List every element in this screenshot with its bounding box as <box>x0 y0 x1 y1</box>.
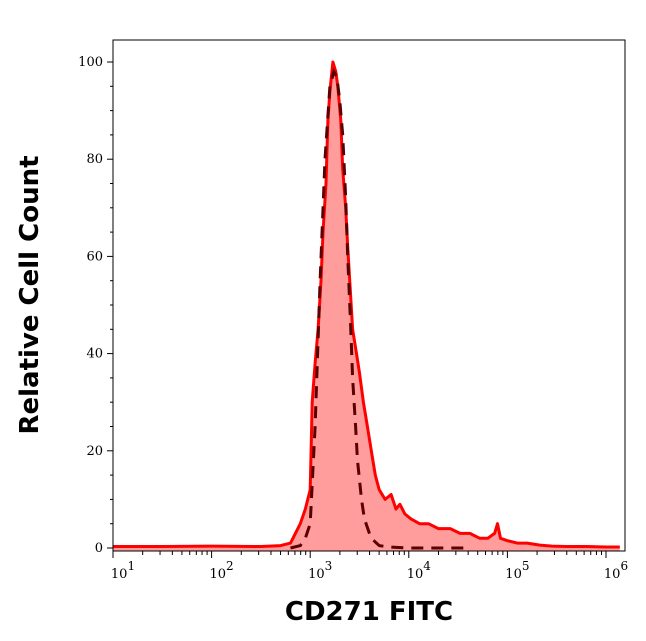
x-axis-label: CD271 FITC <box>285 597 453 627</box>
y-tick-label: 80 <box>86 152 103 167</box>
axes: 101 102 103 104 105 106 0 20 40 60 80 100 <box>78 55 628 582</box>
y-tick-label: 100 <box>78 55 103 70</box>
x-tick-label: 101 <box>111 559 135 582</box>
y-tick-label: 20 <box>86 444 103 459</box>
x-tick-label: 103 <box>308 559 332 582</box>
series-line-1 <box>290 67 468 550</box>
x-tick-label: 105 <box>505 559 529 582</box>
x-tick-label: 102 <box>210 559 234 582</box>
plot-frame <box>112 39 626 552</box>
x-tick-label: 104 <box>407 559 432 582</box>
y-axis-label: Relative Cell Count <box>15 155 45 434</box>
y-tick-label: 60 <box>86 249 103 264</box>
plot-area <box>113 60 620 551</box>
y-tick-label: 0 <box>95 541 103 556</box>
y-tick-label: 40 <box>86 347 103 362</box>
series-line-0 <box>113 60 620 549</box>
series-fill-0 <box>113 62 620 551</box>
x-tick-label: 106 <box>604 559 628 582</box>
